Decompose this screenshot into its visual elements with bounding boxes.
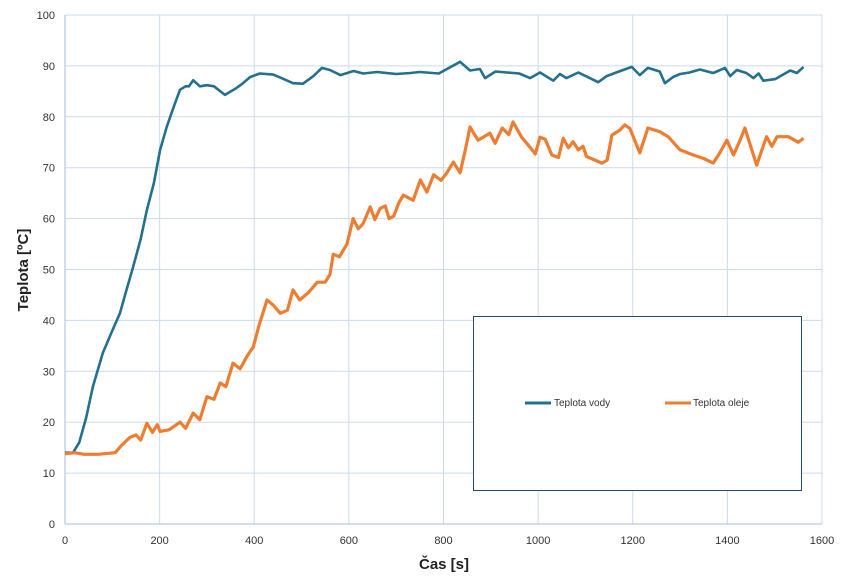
y-tick-label: 90: [43, 61, 55, 73]
x-tick-label: 0: [62, 535, 68, 547]
x-tick-label: 400: [245, 535, 263, 547]
x-tick-label: 1000: [526, 535, 550, 547]
y-tick-label: 30: [43, 366, 55, 378]
x-axis-label: Čas [s]: [419, 555, 469, 573]
y-tick-label: 0: [49, 519, 55, 531]
legend-box: [473, 316, 802, 491]
series-lines: [64, 60, 805, 456]
legend: Teplota vody Teplota oleje: [473, 316, 802, 491]
y-tick-label: 20: [43, 417, 55, 429]
x-tick-label: 600: [340, 535, 358, 547]
y-tick-label: 50: [43, 265, 55, 277]
x-tick-label: 1600: [810, 535, 834, 547]
x-tick-labels: 0 200 400 600 800 1000 1200 1400 1600: [62, 535, 834, 547]
y-tick-label: 80: [43, 112, 55, 124]
x-tick-label: 1200: [621, 535, 645, 547]
series-line-oil: [64, 120, 805, 456]
legend-label-water: Teplota vody: [554, 398, 610, 409]
x-tick-label: 200: [150, 535, 168, 547]
grid: [64, 14, 823, 525]
series-line-water: [65, 60, 805, 454]
y-tick-label: 70: [43, 163, 55, 175]
y-tick-label: 60: [43, 214, 55, 226]
y-axis-label: Teplota [ºC]: [15, 229, 32, 312]
x-tick-label: 800: [434, 535, 452, 547]
legend-label-oil: Teplota oleje: [693, 398, 750, 409]
y-tick-label: 100: [37, 10, 55, 22]
y-tick-label: 40: [43, 315, 55, 327]
y-tick-label: 10: [43, 468, 55, 480]
x-tick-label: 1400: [715, 535, 739, 547]
y-tick-labels: 0 10 20 30 40 50 60 70 80 90 100: [37, 10, 55, 531]
